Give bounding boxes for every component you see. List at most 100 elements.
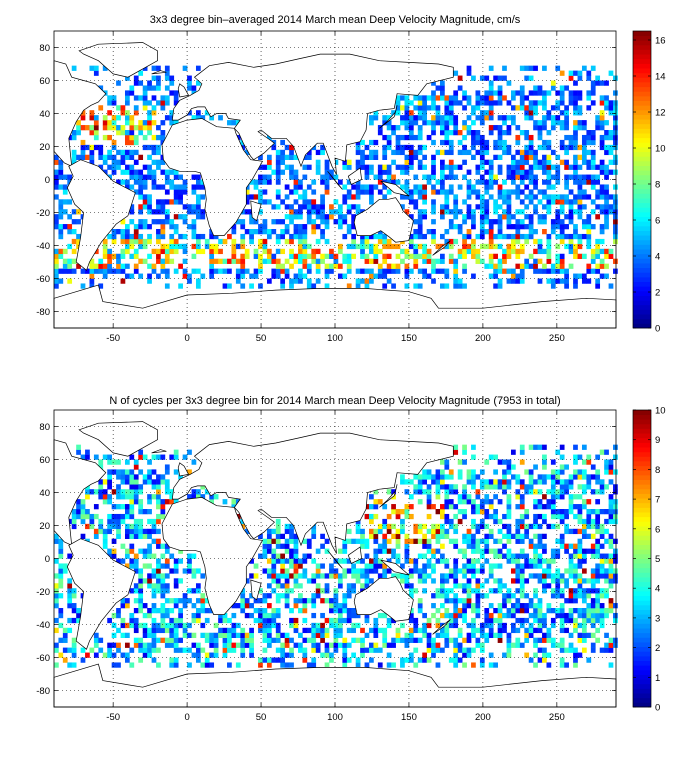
heatmap-cell <box>85 154 90 160</box>
heatmap-cell <box>302 553 308 559</box>
heatmap-cell <box>58 278 64 284</box>
heatmap-cell <box>107 617 112 624</box>
colorbar-segment <box>633 137 651 143</box>
colorbar-segment <box>633 637 651 643</box>
heatmap-cell <box>89 65 95 71</box>
heatmap-cell <box>311 612 317 619</box>
heatmap-cell <box>102 543 108 549</box>
heatmap-cell <box>67 179 73 185</box>
heatmap-cell <box>417 578 423 584</box>
heatmap-cell <box>462 548 467 554</box>
heatmap-cell <box>187 273 192 279</box>
colorbar-segment <box>633 493 651 499</box>
heatmap-cell <box>364 568 370 574</box>
heatmap-cell <box>142 533 148 539</box>
heatmap-cell <box>306 278 312 284</box>
heatmap-cell <box>484 204 490 210</box>
heatmap-cell <box>395 509 401 515</box>
heatmap-cell <box>156 637 161 643</box>
heatmap-cell <box>195 278 201 284</box>
heatmap-cell <box>408 149 414 156</box>
heatmap-cell <box>537 513 543 520</box>
heatmap-cell <box>76 233 81 240</box>
heatmap-cell <box>85 652 90 658</box>
heatmap-cell <box>377 248 383 255</box>
heatmap-cell <box>191 573 197 579</box>
heatmap-cell <box>275 632 281 638</box>
heatmap-cell <box>151 593 157 599</box>
heatmap-cell <box>533 90 538 96</box>
heatmap-cell <box>444 632 450 638</box>
heatmap-cell <box>413 154 419 160</box>
heatmap-cell <box>120 238 126 245</box>
heatmap-cell <box>431 603 436 609</box>
heatmap-cell <box>138 518 144 525</box>
heatmap-cell <box>595 263 601 269</box>
heatmap-cell <box>311 558 317 564</box>
heatmap-cell <box>147 518 152 525</box>
heatmap-cell <box>435 588 441 594</box>
heatmap-cell <box>377 229 383 235</box>
heatmap-cell <box>133 489 139 495</box>
heatmap-cell <box>564 159 569 165</box>
heatmap-cell <box>453 278 459 284</box>
heatmap-cell <box>546 110 552 116</box>
heatmap-cell <box>311 189 317 195</box>
heatmap-cell <box>160 134 166 141</box>
heatmap-cell <box>440 209 445 215</box>
heatmap-cell <box>173 189 179 195</box>
heatmap-cell <box>484 637 490 643</box>
heatmap-cell <box>320 233 325 240</box>
heatmap-cell <box>497 617 503 624</box>
heatmap-cell <box>373 568 379 574</box>
heatmap-cell <box>462 120 467 126</box>
heatmap-cell <box>564 110 569 116</box>
heatmap-cell <box>258 263 263 269</box>
heatmap-cell <box>289 278 294 284</box>
heatmap-cell <box>573 80 578 86</box>
heatmap-cell <box>479 657 485 663</box>
heatmap-cell <box>169 248 175 255</box>
heatmap-cell <box>107 474 112 480</box>
heatmap-cell <box>524 105 530 111</box>
heatmap-cell <box>581 149 587 156</box>
colorbar-segment <box>633 498 651 504</box>
heatmap-cell <box>364 617 370 624</box>
heatmap-cell <box>240 233 246 240</box>
heatmap-cell <box>346 588 352 594</box>
heatmap-cell <box>568 204 574 210</box>
heatmap-cell <box>67 627 73 634</box>
heatmap-cell <box>422 474 427 480</box>
heatmap-cell <box>528 479 534 485</box>
heatmap-cell <box>559 469 565 475</box>
heatmap-cell <box>559 258 565 264</box>
heatmap-cell <box>440 115 445 121</box>
heatmap-cell <box>173 243 179 250</box>
heatmap-cell <box>550 642 556 648</box>
heatmap-cell <box>395 263 401 269</box>
heatmap-cell <box>519 583 525 589</box>
heatmap-cell <box>116 608 121 614</box>
heatmap-cell <box>546 169 552 175</box>
heatmap-cell <box>395 110 401 116</box>
heatmap-cell <box>599 617 605 624</box>
colorbar-segment <box>633 609 651 615</box>
heatmap-cell <box>431 139 436 146</box>
heatmap-cell <box>519 100 525 106</box>
heatmap-cell <box>262 199 268 205</box>
heatmap-cell <box>195 233 201 240</box>
heatmap-cell <box>391 533 396 539</box>
heatmap-cell <box>431 647 436 653</box>
heatmap-cell <box>54 573 59 579</box>
heatmap-cell <box>178 558 183 564</box>
heatmap-cell <box>586 139 592 146</box>
heatmap-cell <box>515 538 521 544</box>
heatmap-cell <box>542 125 547 131</box>
heatmap-cell <box>542 459 547 465</box>
heatmap-cell <box>595 518 601 525</box>
heatmap-cell <box>89 647 95 653</box>
heatmap-cell <box>613 509 618 515</box>
heatmap-cell <box>573 144 578 151</box>
heatmap-cell <box>471 632 476 638</box>
heatmap-cell <box>506 484 512 490</box>
